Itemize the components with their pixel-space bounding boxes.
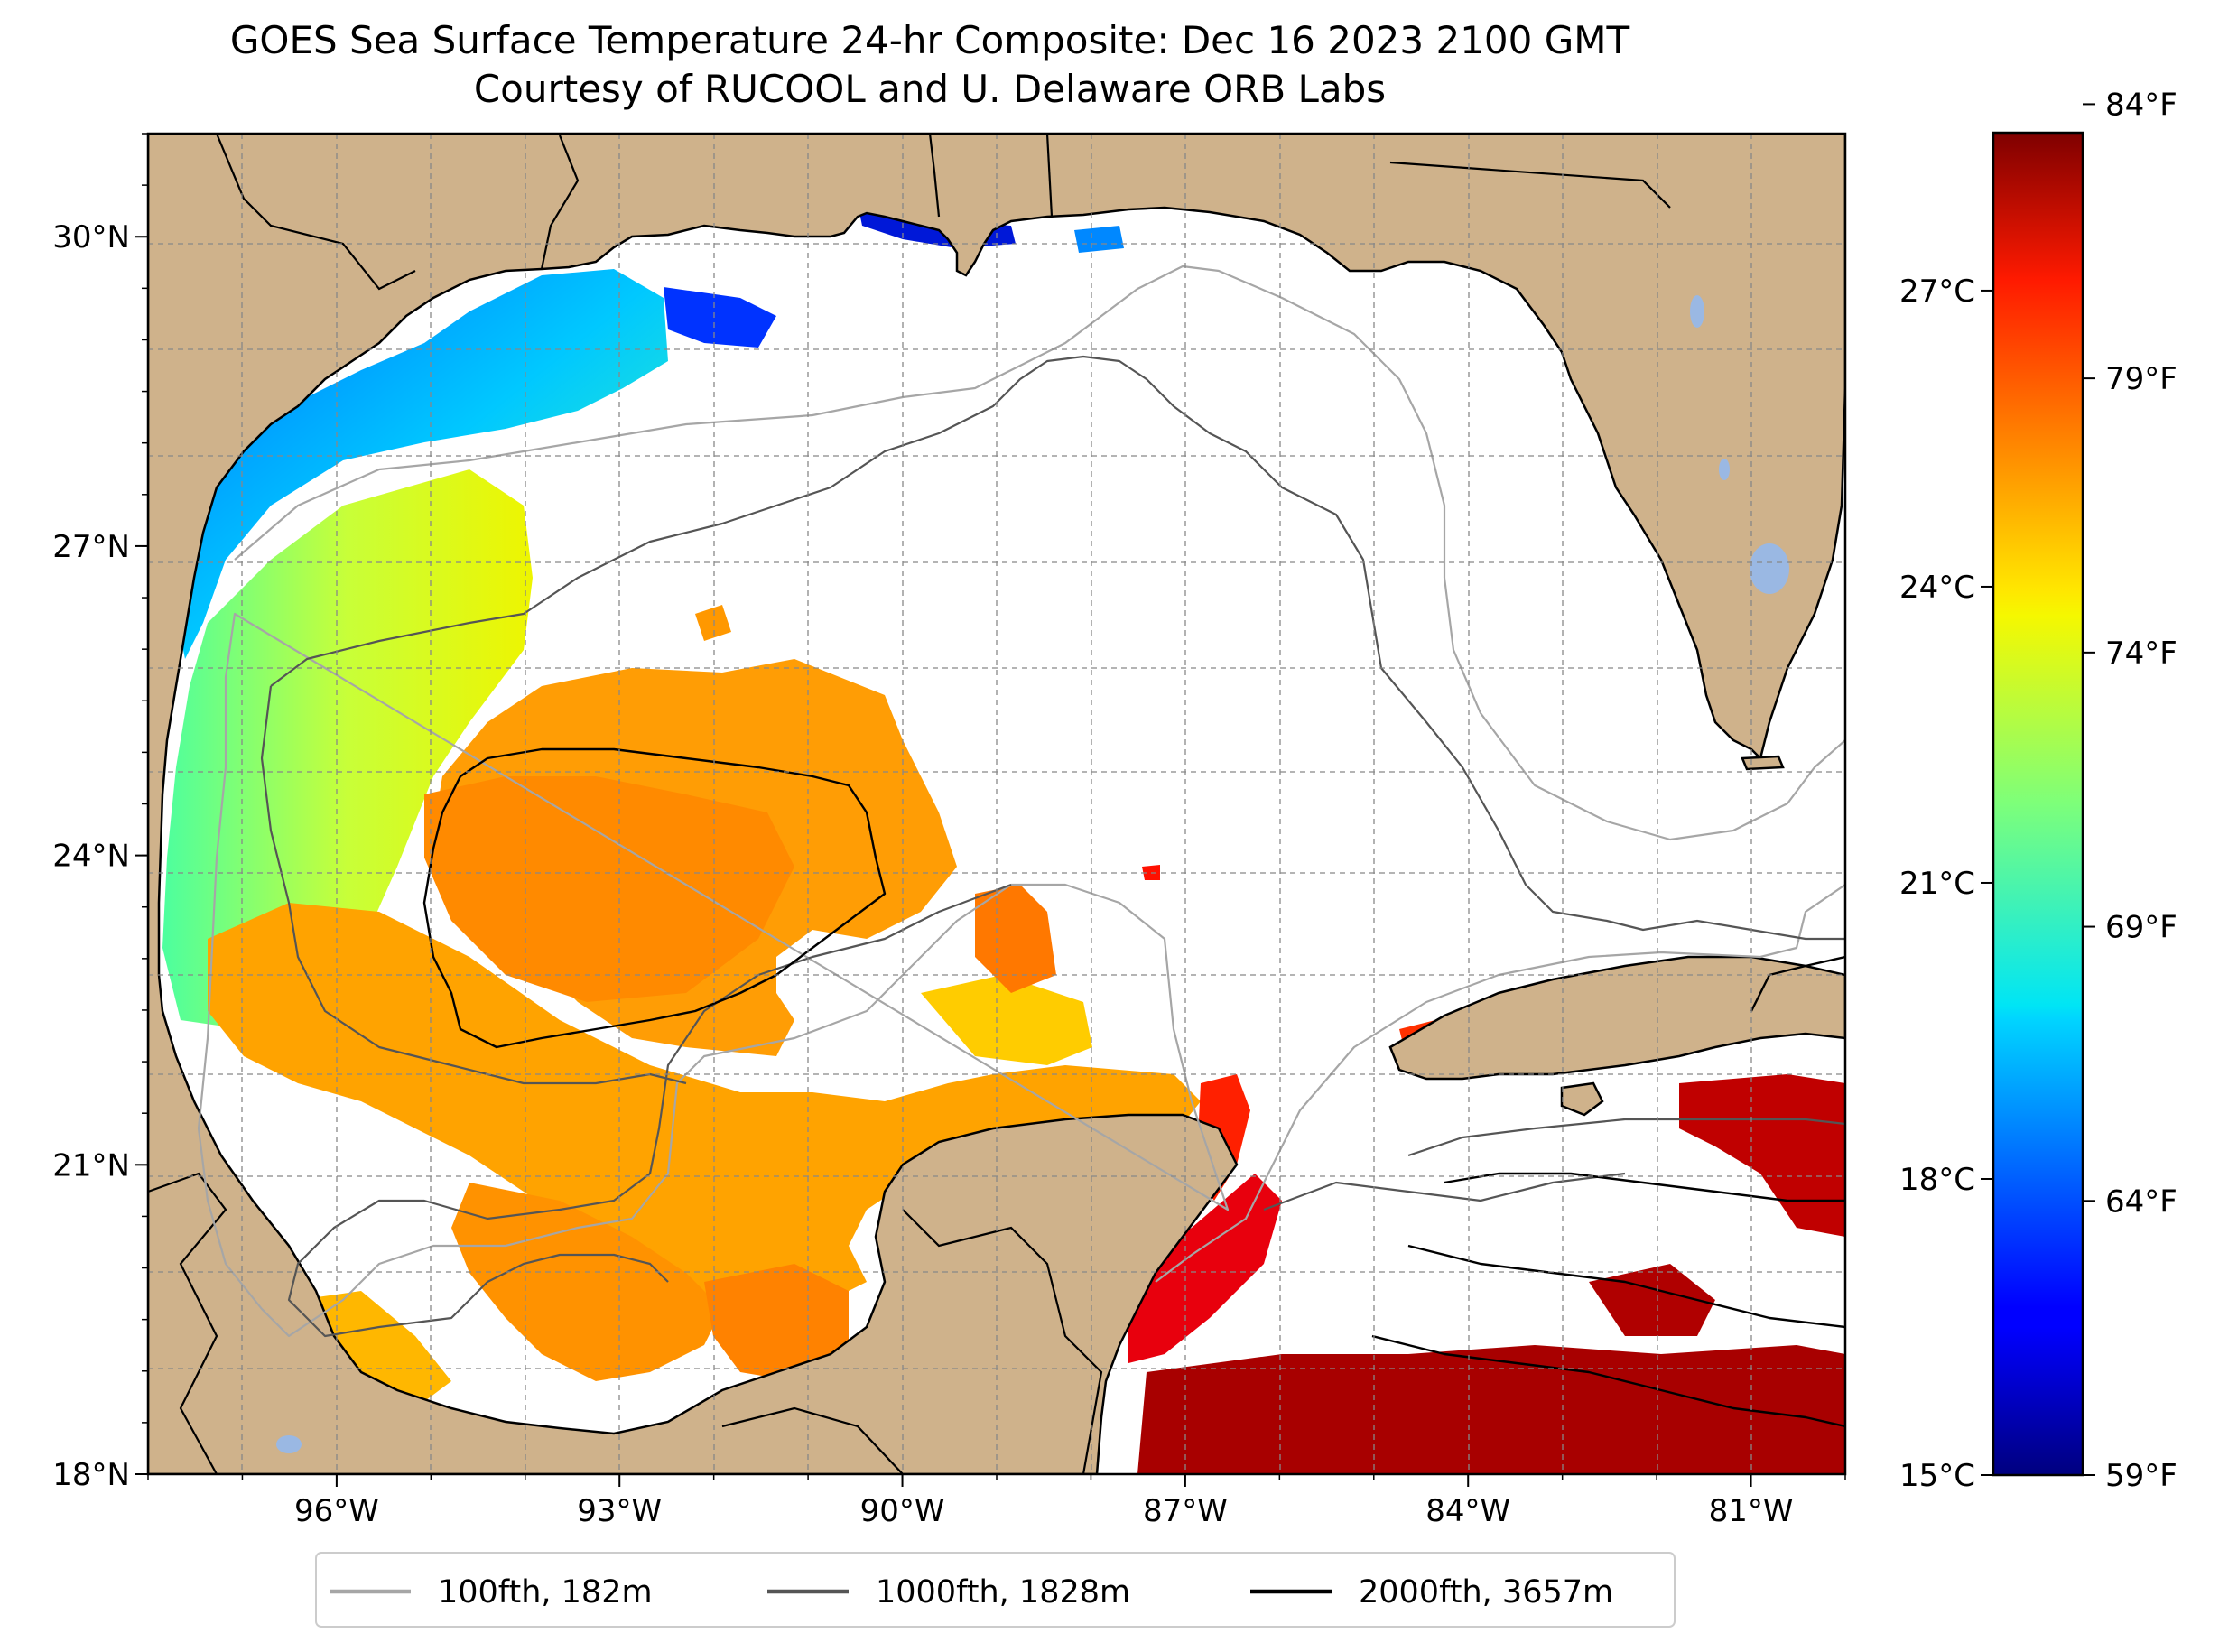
contour-100fth [197,265,1845,1338]
fahrenheit-tick-label: 64°F [2105,1183,2177,1220]
map-title: GOES Sea Surface Temperature 24-hr Compo… [229,18,1630,62]
legend-box [315,1552,1676,1628]
lake-mexico-south [276,1435,302,1453]
contour-2000fth [422,747,1845,1428]
fahrenheit-tick-label: 69°F [2105,910,2177,946]
legend: 100fth, 182m 1000fth, 1828m 2000fth, 365… [315,1552,1676,1628]
fahrenheit-tick-label: 59°F [2105,1458,2177,1494]
legend-label-2000fth: 2000fth, 3657m [1359,1574,1613,1610]
sst-region-caribbean-east [1679,1074,1845,1237]
lon-tick-label: 90°W [860,1493,945,1529]
lon-tick-label: 87°W [1143,1493,1228,1529]
celsius-tick-label: 27°C [1899,274,1975,310]
political-borders [148,134,1671,1474]
border-alabama [1045,134,1054,218]
colorbar [1992,131,2084,1477]
lat-tick-label: 30°N [52,219,130,255]
lon-tick-label: 96°W [294,1493,379,1529]
fahrenheit-tick-label: 74°F [2105,636,2177,672]
celsius-tick-label: 24°C [1899,570,1975,606]
sst-region-caribbean-south [1137,1345,1845,1474]
contour-1000fth [260,355,1845,1338]
sst-region-core-warm [424,776,794,1002]
lake-florida-west [1719,459,1730,480]
border-florida [1389,161,1671,209]
lat-tick-label: 27°N [52,529,130,565]
land-isle-of-youth [1560,1081,1604,1117]
lon-tick-label: 84°W [1425,1493,1510,1529]
bathymetry-contours [197,265,1845,1428]
map-panel [148,134,1845,1474]
border-yucatan [902,1209,1103,1474]
celsius-tick-label: 18°C [1899,1162,1975,1198]
border-louisiana-mississippi [928,134,941,218]
lake-okeechobee [1750,543,1789,594]
legend-label-1000fth: 1000fth, 1828m [876,1574,1130,1610]
map-subtitle: Courtesy of RUCOOL and U. Delaware ORB L… [473,67,1387,111]
border-us-mexico [215,134,416,291]
border-mexico-states [148,1172,227,1474]
lon-tick-label: 81°W [1709,1493,1794,1529]
gridlines [148,134,1845,1474]
fahrenheit-tick-label: 84°F [2105,87,2177,123]
sst-region-mississippi-cold [1074,226,1124,253]
sst-region-small-warm-patch [695,605,731,641]
map-axes: 30°N 27°N 24°N 21°N 18°N 96°W 93°W 90°W 87°W 84°W… [52,133,1846,1529]
lat-tick-label: 24°N [52,839,130,875]
sst-region-gulf-yellow-patch [921,975,1092,1065]
land-florida-keys-tip [1741,755,1785,771]
border-guatemala-belize [721,1406,904,1474]
colorbar-axes: 15°C 18°C 21°C 24°C 27°C 59°F 64°F 69°F 74°F 79°F… [1899,87,2177,1494]
legend-label-100fth: 100fth, 182m [438,1574,653,1610]
fahrenheit-tick-label: 79°F [2105,361,2177,397]
sst-region-bay-campeche [451,1183,722,1381]
border-texas-louisiana [540,135,580,270]
land-cuba [1388,955,1845,1081]
sst-region-coastal-cold-pocket [664,287,776,348]
lat-tick-label: 21°N [52,1147,130,1183]
lake-florida-central [1690,295,1704,328]
lon-tick-label: 93°W [577,1493,662,1529]
sst-region-campeche-south [704,1264,849,1381]
sst-region-east-orange-patch [975,885,1056,993]
sst-region-western-shelf [162,469,533,1029]
celsius-tick-label: 15°C [1899,1458,1975,1494]
celsius-tick-label: 21°C [1899,866,1975,902]
sst-region-nearshore-cold [176,269,668,659]
lakes [276,295,1789,1453]
lat-tick-label: 18°N [52,1457,130,1493]
